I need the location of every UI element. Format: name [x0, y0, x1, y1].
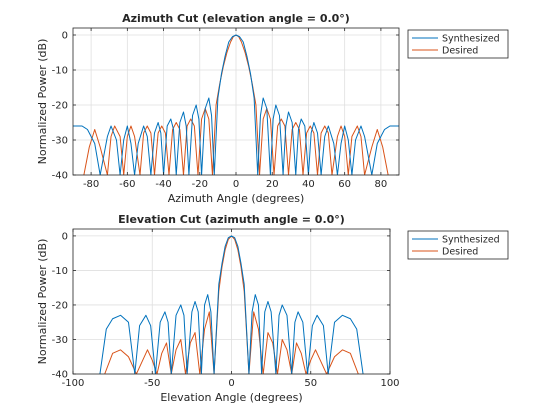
x-axis-label: Elevation Angle (degrees) [160, 391, 302, 404]
x-tick-label: 50 [304, 378, 317, 389]
x-tick-label: 20 [266, 179, 279, 190]
x-tick-label: -20 [192, 179, 208, 190]
x-tick-label: -50 [144, 378, 160, 389]
chart-title: Azimuth Cut (elevation angle = 0.0°) [122, 12, 350, 25]
y-axis-label: Normalized Power (dB) [36, 239, 49, 365]
x-axis-label: Azimuth Angle (degrees) [168, 192, 305, 205]
x-tick-label: -100 [62, 378, 85, 389]
y-tick-label: -20 [52, 101, 68, 112]
y-tick-label: 0 [62, 231, 68, 242]
x-tick-label: 60 [338, 179, 351, 190]
series-line-synthesized [73, 34, 399, 175]
x-tick-label: 40 [302, 179, 315, 190]
legend-label-synthesized: Synthesized [442, 34, 500, 45]
y-axis-label: Normalized Power (dB) [36, 39, 49, 165]
y-tick-label: -10 [52, 66, 68, 77]
chart-title: Elevation Cut (azimuth angle = 0.0°) [118, 213, 345, 226]
y-tick-label: -10 [52, 266, 68, 277]
legend-box [407, 29, 509, 59]
legend-label-synthesized: Synthesized [442, 235, 500, 246]
x-tick-label: 100 [380, 378, 399, 389]
x-tick-label: 0 [228, 378, 234, 389]
y-tick-label: 0 [62, 31, 68, 42]
legend-box [407, 230, 509, 260]
y-tick-label: -30 [52, 136, 68, 147]
x-tick-label: -80 [83, 179, 99, 190]
legend-label-desired: Desired [442, 247, 478, 258]
legend-label-desired: Desired [442, 46, 478, 57]
x-tick-label: 0 [233, 179, 239, 190]
y-tick-label: -30 [52, 335, 68, 346]
x-tick-label: -40 [155, 179, 171, 190]
y-tick-label: -20 [52, 300, 68, 311]
x-tick-label: 80 [375, 179, 388, 190]
y-tick-label: -40 [52, 171, 68, 182]
series-line-synthesized [99, 235, 364, 374]
y-tick-label: -40 [52, 370, 68, 381]
x-tick-label: -60 [119, 179, 135, 190]
